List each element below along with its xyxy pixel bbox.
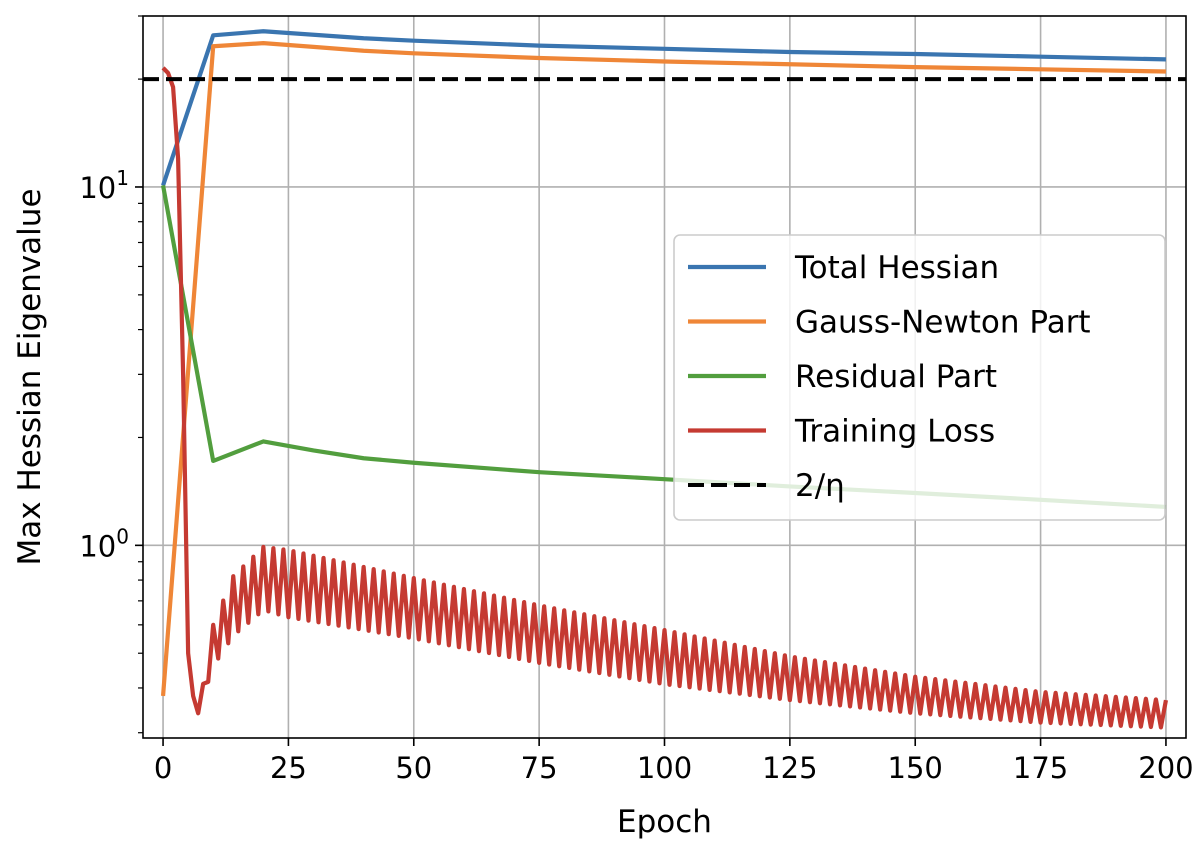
legend-label-gauss-newton-part: Gauss-Newton Part: [795, 305, 1091, 341]
x-tick-label: 50: [395, 751, 432, 785]
y-axis-label: Max Hessian Eigenvalue: [12, 188, 48, 565]
y-tick-base: 10: [79, 529, 116, 563]
x-tick-label: 125: [762, 751, 817, 785]
legend: Total Hessian Gauss-Newton Part Residual P…: [673, 234, 1166, 521]
series-line-training-loss: [161, 66, 1169, 730]
x-tick-label: 175: [1013, 751, 1068, 785]
legend-label-training-loss: Training Loss: [794, 414, 995, 450]
legend-box: [673, 234, 1166, 521]
x-tick-label: 200: [1138, 751, 1193, 785]
x-tick-label: 75: [521, 751, 558, 785]
x-tick-label: 150: [888, 751, 943, 785]
legend-label-2: 2/η: [795, 468, 845, 504]
series-line-total-hessian: [161, 29, 1166, 187]
series-line-gauss-newton-part: [160, 41, 1166, 697]
y-tick-label: 100: [79, 524, 129, 563]
grid: [143, 16, 1186, 738]
y-tick-base: 10: [79, 171, 116, 205]
y-tick-label: 101: [79, 166, 129, 205]
x-axis-label: Epoch: [617, 804, 712, 840]
legend-label-residual-part: Residual Part: [795, 359, 997, 395]
x-tick-label: 0: [154, 751, 172, 785]
x-tick-label: 25: [270, 751, 307, 785]
legend-label-total-hessian: Total Hessian: [794, 250, 999, 286]
y-tick-exponent: 0: [116, 524, 129, 548]
y-tick-exponent: 1: [116, 166, 129, 190]
x-tick-label: 100: [637, 751, 692, 785]
